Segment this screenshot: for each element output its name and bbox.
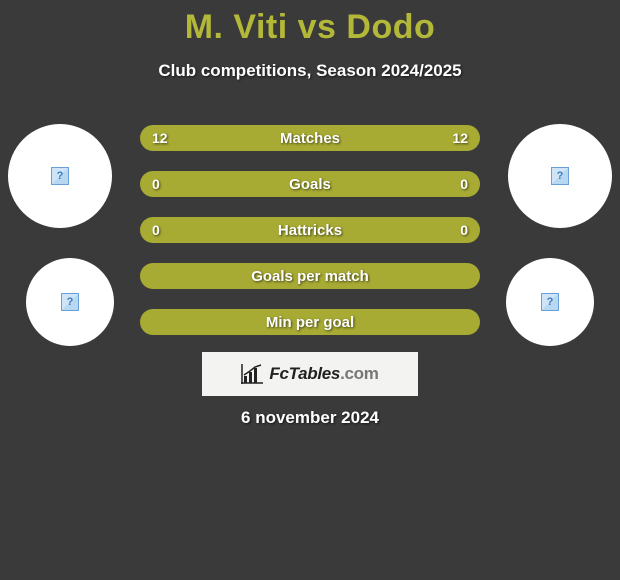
brand-attribution[interactable]: FcTables.com [202, 352, 418, 396]
stat-row: 0 Hattricks 0 [140, 217, 480, 243]
stat-label: Min per goal [266, 314, 354, 331]
stats-table: 12 Matches 12 0 Goals 0 0 Hattricks 0 Go… [140, 125, 480, 355]
bar-chart-icon [241, 364, 263, 384]
snapshot-date: 6 november 2024 [0, 408, 620, 428]
stat-label: Hattricks [278, 222, 342, 239]
broken-image-icon [551, 167, 569, 185]
stat-row: 0 Goals 0 [140, 171, 480, 197]
stat-right-value: 0 [460, 222, 468, 238]
stat-right-value: 12 [452, 130, 468, 146]
stat-label: Goals per match [251, 268, 369, 285]
stat-row: Min per goal [140, 309, 480, 335]
stat-left-value: 12 [152, 130, 168, 146]
comparison-subtitle: Club competitions, Season 2024/2025 [0, 61, 620, 81]
player1-avatar [8, 124, 112, 228]
stat-left-value: 0 [152, 176, 160, 192]
broken-image-icon [541, 293, 559, 311]
stat-label: Matches [280, 130, 340, 147]
player2-club-avatar [506, 258, 594, 346]
broken-image-icon [51, 167, 69, 185]
comparison-title: M. Viti vs Dodo [0, 0, 620, 47]
stat-row: 12 Matches 12 [140, 125, 480, 151]
player1-club-avatar [26, 258, 114, 346]
stat-left-value: 0 [152, 222, 160, 238]
player2-avatar [508, 124, 612, 228]
brand-name: FcTables.com [269, 364, 378, 384]
broken-image-icon [61, 293, 79, 311]
stat-row: Goals per match [140, 263, 480, 289]
stat-right-value: 0 [460, 176, 468, 192]
stat-label: Goals [289, 176, 331, 193]
